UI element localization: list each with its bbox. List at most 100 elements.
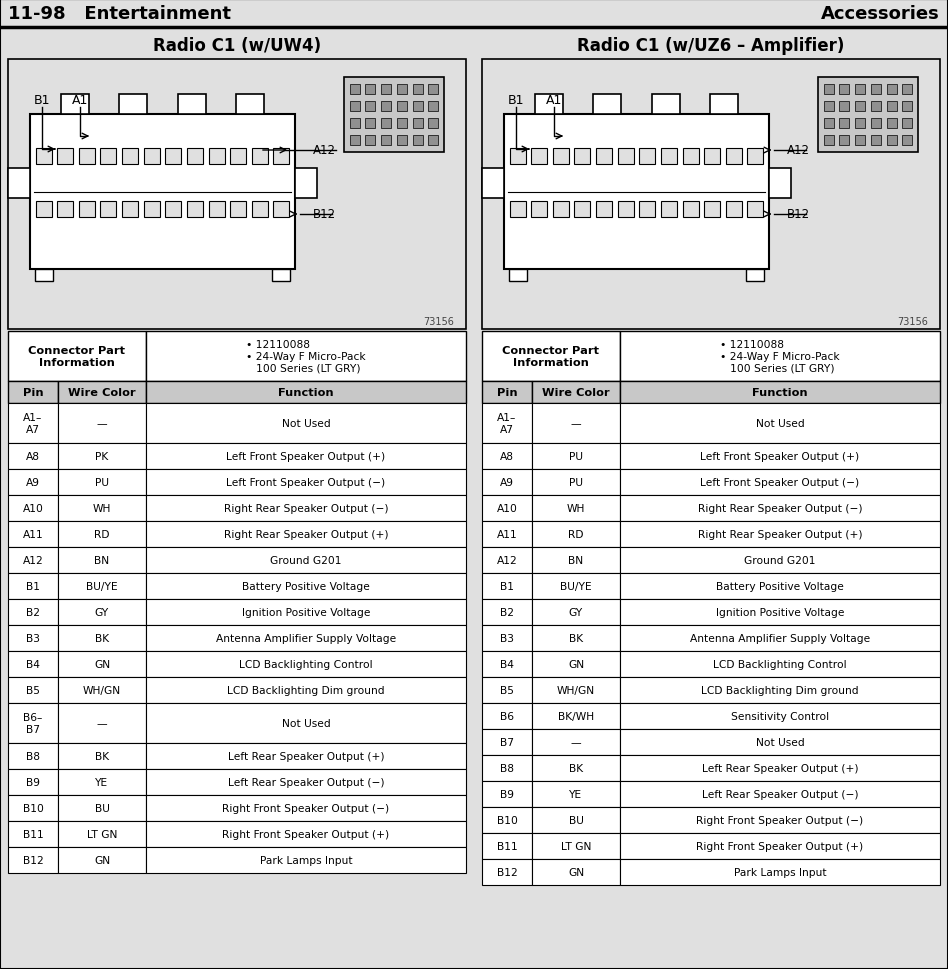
Bar — [365, 136, 375, 146]
Bar — [532, 730, 620, 755]
Bar — [412, 136, 423, 146]
Bar — [482, 755, 532, 781]
Bar — [146, 743, 466, 769]
Bar — [36, 149, 51, 165]
Bar — [824, 136, 833, 146]
Bar — [532, 382, 620, 403]
Bar — [146, 821, 466, 847]
Bar — [482, 677, 532, 703]
Text: 73156: 73156 — [423, 317, 454, 327]
Text: Not Used: Not Used — [756, 419, 804, 428]
Text: Right Front Speaker Output (−): Right Front Speaker Output (−) — [223, 803, 390, 813]
Bar — [482, 521, 532, 547]
Bar — [482, 625, 532, 651]
Bar — [8, 847, 58, 873]
Text: B10: B10 — [497, 815, 518, 826]
Bar — [652, 95, 680, 115]
Bar — [146, 651, 466, 677]
Bar — [146, 625, 466, 651]
Bar — [532, 833, 620, 860]
Bar — [704, 202, 720, 218]
Text: Sensitivity Control: Sensitivity Control — [731, 711, 830, 721]
Bar — [620, 833, 940, 860]
Bar — [146, 574, 466, 600]
Text: • 12110088
• 24-Way F Micro-Pack
   100 Series (LT GRY): • 12110088 • 24-Way F Micro-Pack 100 Ser… — [720, 340, 840, 373]
Text: B4: B4 — [26, 659, 40, 670]
Bar — [535, 95, 562, 115]
Text: PU: PU — [569, 452, 583, 461]
Bar — [381, 119, 392, 129]
Text: Battery Positive Voltage: Battery Positive Voltage — [242, 581, 370, 591]
Bar — [620, 470, 940, 495]
Text: A12: A12 — [497, 555, 518, 566]
Bar — [574, 149, 591, 165]
Text: A1–
A7: A1– A7 — [498, 413, 517, 434]
Bar — [510, 202, 525, 218]
Bar — [593, 95, 621, 115]
Text: LT GN: LT GN — [87, 829, 118, 839]
Bar — [146, 847, 466, 873]
Bar — [187, 149, 203, 165]
Text: —: — — [97, 718, 107, 729]
Bar — [412, 85, 423, 95]
Text: LCD Backlighting Dim ground: LCD Backlighting Dim ground — [228, 685, 385, 696]
Bar — [532, 625, 620, 651]
Text: LCD Backlighting Control: LCD Backlighting Control — [713, 659, 847, 670]
Text: B9: B9 — [26, 777, 40, 787]
Text: A10: A10 — [497, 504, 518, 514]
Bar — [886, 119, 897, 129]
Text: B1: B1 — [500, 581, 514, 591]
Bar — [746, 269, 764, 282]
Text: A1: A1 — [72, 93, 88, 107]
Bar — [683, 149, 699, 165]
Bar — [574, 202, 591, 218]
Bar — [8, 444, 58, 470]
Text: 73156: 73156 — [897, 317, 928, 327]
Text: B4: B4 — [500, 659, 514, 670]
Bar — [532, 495, 620, 521]
Bar — [620, 495, 940, 521]
Bar — [532, 600, 620, 625]
Bar — [620, 677, 940, 703]
Bar — [482, 331, 620, 382]
Text: WH/GN: WH/GN — [82, 685, 121, 696]
Bar — [504, 115, 769, 269]
Text: A1–
A7: A1– A7 — [24, 413, 43, 434]
Bar — [8, 600, 58, 625]
Bar — [30, 115, 295, 269]
Bar — [855, 102, 866, 111]
Text: B6–
B7: B6– B7 — [24, 712, 43, 735]
Text: A12: A12 — [313, 144, 336, 157]
Text: Connector Part
Information: Connector Part Information — [28, 346, 125, 367]
Bar — [8, 743, 58, 769]
Bar — [8, 331, 146, 382]
Text: B1: B1 — [34, 93, 50, 107]
Bar — [620, 403, 940, 444]
Bar — [428, 102, 438, 111]
Bar — [886, 136, 897, 146]
Bar — [295, 169, 317, 199]
Bar — [8, 821, 58, 847]
Bar — [532, 677, 620, 703]
Bar — [824, 102, 833, 111]
Bar — [61, 95, 88, 115]
Bar — [532, 703, 620, 730]
Bar — [482, 60, 940, 329]
Bar — [620, 600, 940, 625]
Bar — [482, 600, 532, 625]
Text: PK: PK — [96, 452, 109, 461]
Bar — [58, 625, 146, 651]
Bar — [482, 403, 532, 444]
Bar — [8, 60, 466, 329]
Text: LT GN: LT GN — [561, 841, 592, 851]
Text: Ground G201: Ground G201 — [744, 555, 815, 566]
Bar — [146, 600, 466, 625]
Text: Left Rear Speaker Output (+): Left Rear Speaker Output (+) — [228, 751, 384, 762]
Bar — [620, 703, 940, 730]
Bar — [620, 574, 940, 600]
Bar — [58, 743, 146, 769]
Text: Radio C1 (w/UZ6 – Amplifier): Radio C1 (w/UZ6 – Amplifier) — [577, 37, 845, 55]
Bar — [553, 202, 569, 218]
Text: Antenna Amplifier Supply Voltage: Antenna Amplifier Supply Voltage — [690, 634, 870, 643]
Text: Left Front Speaker Output (−): Left Front Speaker Output (−) — [227, 478, 386, 487]
